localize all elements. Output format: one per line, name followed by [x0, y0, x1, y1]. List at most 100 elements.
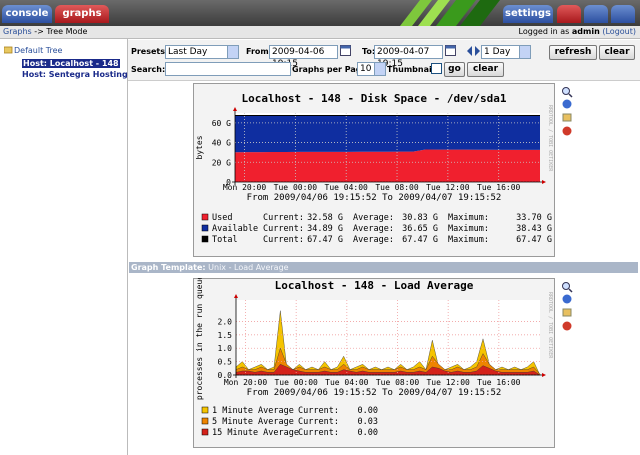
header-graphic	[400, 0, 500, 26]
legend-value: 36.65 G	[402, 224, 438, 234]
x-tick-label: Tue 04:00	[325, 378, 369, 387]
legend-name: Used	[212, 213, 232, 223]
axis-arrow	[233, 107, 237, 111]
tree-host[interactable]: Host: Sentegra Hosting -	[22, 70, 134, 79]
legend-value: 0.03	[358, 417, 378, 427]
x-tick-label: Tue 00:00	[274, 378, 318, 387]
legend-value: 33.70 G	[516, 213, 552, 223]
breadcrumb-root[interactable]: Graphs	[3, 27, 32, 36]
date-range: From 2009/04/06 19:15:52 To 2009/04/07 1…	[247, 193, 502, 203]
graphs-tab[interactable]: graphs	[55, 5, 109, 23]
y-tick-label: 60 G	[212, 119, 231, 128]
x-tick-label: Tue 16:00	[477, 378, 521, 387]
settings-tab[interactable]: settings	[503, 5, 553, 23]
legend-swatch	[201, 213, 209, 221]
breadcrumb-current: Tree Mode	[46, 27, 88, 36]
watermark: RRDTOOL / TOBI OETIKER	[547, 105, 553, 172]
x-tick-label: Mon 20:00	[223, 183, 267, 192]
legend-swatch	[201, 417, 209, 425]
breadcrumb-sep: ->	[34, 27, 44, 36]
login-user: admin	[571, 27, 600, 36]
preset-select[interactable]: Last Day	[165, 45, 239, 59]
legend-stat-label: Average:	[353, 235, 394, 245]
clear-button[interactable]: clear	[467, 62, 504, 77]
legend-name: Available	[212, 224, 258, 234]
graph-title: Localhost - 148 - Load Average	[275, 279, 474, 292]
legend-stat-label: Current:	[263, 235, 304, 245]
graph-image[interactable]: Localhost - 148 - Disk Space - /dev/sda1…	[193, 83, 555, 257]
y-tick-label: 2.0	[218, 317, 233, 326]
x-tick-label: Tue 12:00	[426, 183, 470, 192]
x-tick-label: Tue 00:00	[274, 183, 318, 192]
go-button[interactable]: go	[444, 62, 465, 77]
tree-root[interactable]: Default Tree	[14, 46, 63, 55]
x-tick-label: Tue 12:00	[426, 378, 470, 387]
legend-stat-label: Current:	[298, 406, 339, 416]
gpp-value: 10	[360, 64, 372, 74]
legend-value: 30.83 G	[402, 213, 438, 223]
logout-link[interactable]: (Logout)	[602, 27, 636, 36]
legend-name: Total	[212, 235, 238, 245]
graph-actions[interactable]	[561, 86, 573, 138]
search-input[interactable]	[165, 62, 291, 76]
calendar-icon[interactable]	[445, 45, 456, 56]
legend-stat-label: Maximum:	[448, 235, 489, 245]
calendar-icon[interactable]	[340, 45, 351, 56]
login-prefix: Logged in as	[518, 27, 570, 36]
y-axis-label: processes in the run queue	[195, 278, 204, 400]
to-label: To:	[362, 47, 376, 56]
legend-name: 15 Minute Average	[212, 428, 299, 438]
y-tick-label: 40 G	[212, 139, 231, 148]
span-select[interactable]: 1 Day	[481, 45, 531, 59]
legend-value: 38.43 G	[516, 224, 552, 234]
legend-name: 1 Minute Average	[212, 406, 294, 416]
watermark: RRDTOOL / TOBI OETIKER	[547, 292, 553, 359]
legend-value: 67.47 G	[307, 235, 343, 245]
search-label: Search:	[131, 65, 166, 74]
legend-swatch	[201, 406, 209, 414]
legend-stat-label: Current:	[263, 213, 304, 223]
graph-view-tab[interactable]	[557, 5, 581, 23]
y-tick-label: 0	[226, 178, 231, 187]
tree-host[interactable]: Host: Localhost - 148	[22, 59, 120, 68]
from-input[interactable]: 2009-04-06 19:15	[269, 45, 338, 69]
preview-tab[interactable]	[611, 5, 635, 23]
legend-stat-label: Current:	[263, 224, 304, 234]
graph-template-bar: Graph Template: Unix - Load Average	[129, 262, 638, 273]
y-tick-label: 1.5	[218, 331, 233, 340]
login-info: Logged in as admin (Logout)	[519, 27, 636, 36]
date-range: From 2009/04/06 19:15:52 To 2009/04/07 1…	[247, 388, 502, 398]
x-tick-label: Mon 20:00	[224, 378, 268, 387]
template-label: Graph Template:	[131, 263, 206, 272]
clear-button[interactable]: clear	[599, 45, 635, 60]
breadcrumb: Graphs -> Tree Mode	[3, 27, 87, 36]
thumbnails-label: Thumbnails:	[387, 65, 443, 74]
x-tick-label: Tue 16:00	[477, 183, 521, 192]
y-axis-label: bytes	[195, 135, 204, 159]
refresh-button[interactable]: refresh	[549, 45, 597, 60]
legend-swatch	[201, 224, 209, 232]
legend-stat-label: Maximum:	[448, 213, 489, 223]
legend-stat-label: Current:	[298, 428, 339, 438]
thumbnails-checkbox[interactable]	[431, 63, 442, 74]
area	[235, 115, 540, 153]
legend-name: 5 Minute Average	[212, 417, 294, 427]
graph-image[interactable]: Localhost - 148 - Load Average processes …	[193, 278, 555, 448]
console-tab[interactable]: console	[2, 5, 52, 23]
legend-stat-label: Average:	[353, 213, 394, 223]
preset-value: Last Day	[168, 47, 208, 57]
legend-value: 0.00	[358, 428, 378, 438]
list-view-tab[interactable]	[584, 5, 608, 23]
tree-divider	[127, 39, 128, 455]
to-input[interactable]: 2009-04-07 19:15	[374, 45, 443, 69]
y-tick-label: 1.0	[218, 344, 233, 353]
graph-actions[interactable]	[561, 281, 573, 333]
legend-stat-label: Average:	[353, 224, 394, 234]
gpp-select[interactable]: 10	[357, 62, 386, 76]
x-tick-label: Tue 08:00	[376, 378, 420, 387]
breadcrumb-bar	[0, 26, 640, 39]
tree-icon	[4, 46, 13, 54]
axis-arrow	[234, 294, 238, 298]
shift-arrows[interactable]	[467, 46, 480, 56]
